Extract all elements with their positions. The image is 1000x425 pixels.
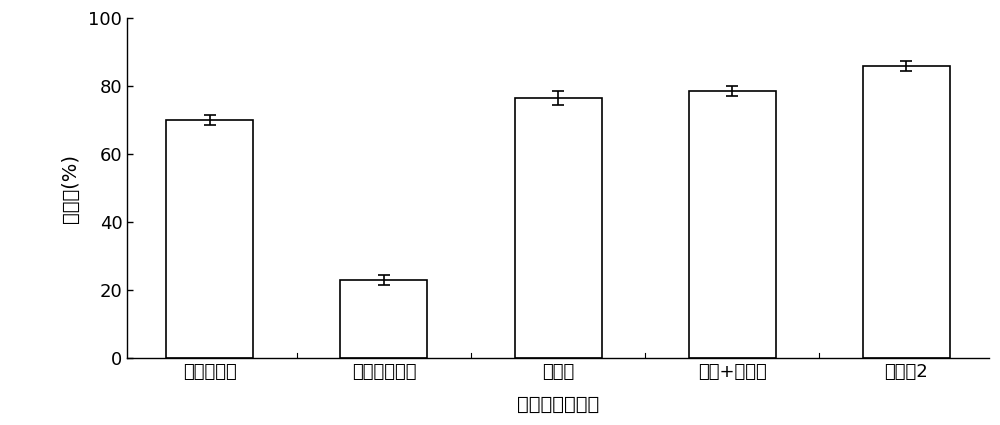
Bar [515, 98, 602, 358]
Bar [166, 120, 253, 358]
X-axis label: 洋葱渣处理方式: 洋葱渣处理方式 [517, 395, 599, 414]
Y-axis label: 出汁率(%): 出汁率(%) [61, 153, 80, 223]
Bar [863, 66, 950, 358]
Bar [689, 91, 776, 358]
Bar [340, 280, 427, 358]
